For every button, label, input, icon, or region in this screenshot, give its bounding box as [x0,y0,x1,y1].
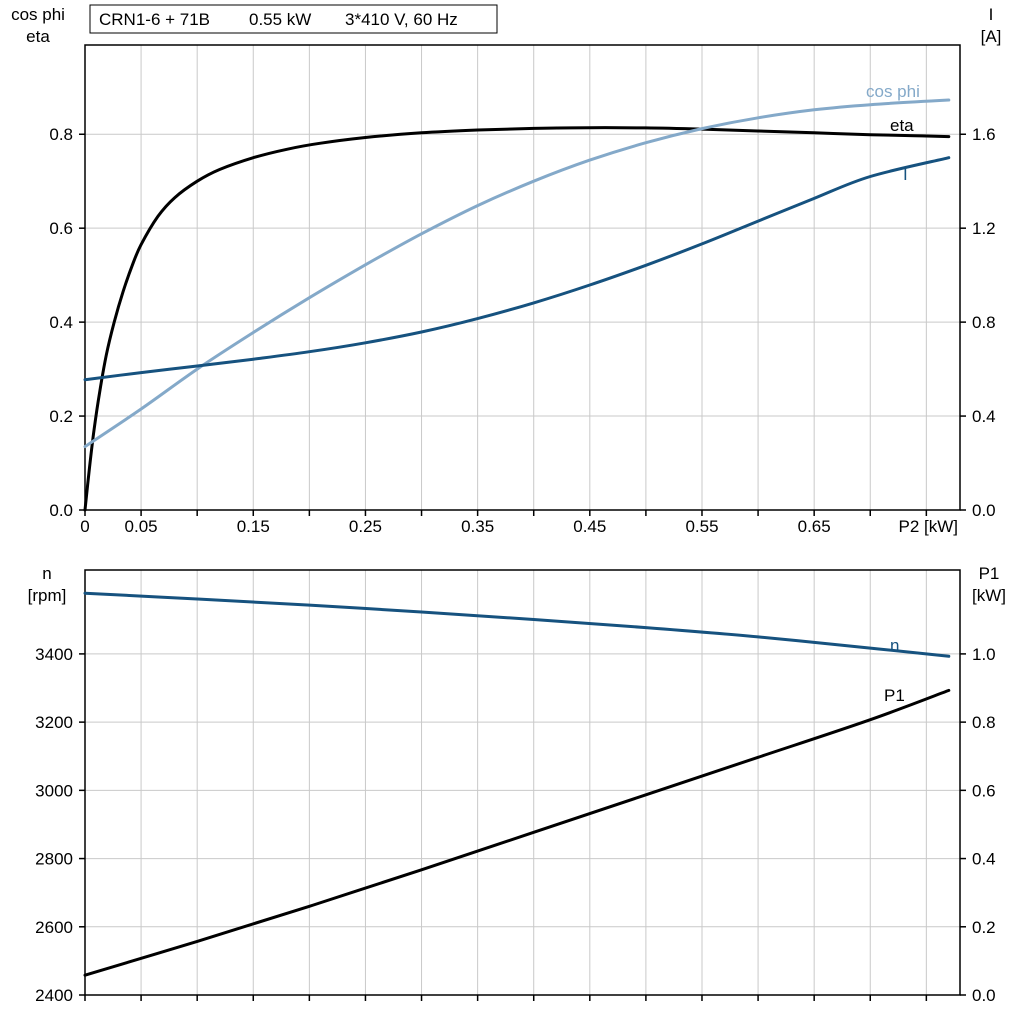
left-tick-label: 2400 [35,986,73,1005]
right-tick-label: 1.6 [972,125,996,144]
right-tick-label: 0.4 [972,850,996,869]
chart-title-part: 3*410 V, 60 Hz [345,10,458,29]
x-tick-label: 0 [80,517,89,536]
left-axis-title: n [42,564,51,583]
curve-label-P1: P1 [884,686,905,705]
left-tick-label: 0.8 [49,125,73,144]
x-tick-label: 0.45 [573,517,606,536]
right-axis-title: P1 [979,564,1000,583]
x-tick-label: 0.65 [798,517,831,536]
right-tick-label: 0.0 [972,986,996,1005]
right-tick-label: 0.2 [972,918,996,937]
x-axis-title: P2 [kW] [898,517,958,536]
right-axis-title: I [989,5,994,24]
plot-frame [84,44,961,511]
left-axis-title: eta [26,27,50,46]
chart-title-part: CRN1-6 + 71B [99,10,210,29]
right-axis-title: [kW] [972,586,1006,605]
left-axis-title: [rpm] [28,586,67,605]
curve-label-cos-phi: cos phi [866,82,920,101]
x-tick-label: 0.15 [237,517,270,536]
left-tick-label: 0.0 [49,501,73,520]
curve-eta [83,126,951,512]
left-tick-label: 3000 [35,781,73,800]
right-tick-label: 0.0 [972,501,996,520]
right-axis-title: [A] [981,27,1002,46]
curve-P1 [83,688,951,977]
right-tick-label: 1.0 [972,645,996,664]
x-tick-label: 0.55 [685,517,718,536]
speed-power-chart: 2400 2600 2800 3000 3200 3400 0.0 0.2 0.4 0.6 0.8 1… [28,564,1006,1005]
curve-label-I: I [903,165,908,184]
right-tick-label: 1.2 [972,219,996,238]
x-tick-label: 0.35 [461,517,494,536]
left-tick-label: 3400 [35,645,73,664]
x-tick-label: 0.05 [125,517,158,536]
curve-I [83,156,951,382]
motor-performance-chart: 0.0 0.2 0.4 0.6 0.8 0.0 0.4 0.8 1.2 1.6 0 0.05 0.15 0… [11,4,1002,536]
right-tick-label: 0.6 [972,781,996,800]
right-tick-label: 0.8 [972,313,996,332]
left-tick-label: 0.2 [49,407,73,426]
left-tick-label: 2800 [35,850,73,869]
curve-label-n: n [890,636,899,655]
curve-cos-phi [83,98,951,449]
x-tick-label: 0.25 [349,517,382,536]
right-tick-label: 0.8 [972,713,996,732]
left-tick-label: 0.4 [49,313,73,332]
right-tick-label: 0.4 [972,407,996,426]
left-tick-label: 3200 [35,713,73,732]
curve-label-eta: eta [890,116,914,135]
left-tick-label: 0.6 [49,219,73,238]
chart-title-box [89,4,498,34]
left-axis-title: cos phi [11,5,65,24]
chart-title-part: 0.55 kW [249,10,311,29]
plot-frame [84,569,961,996]
left-tick-label: 2600 [35,918,73,937]
curve-n [83,591,951,658]
